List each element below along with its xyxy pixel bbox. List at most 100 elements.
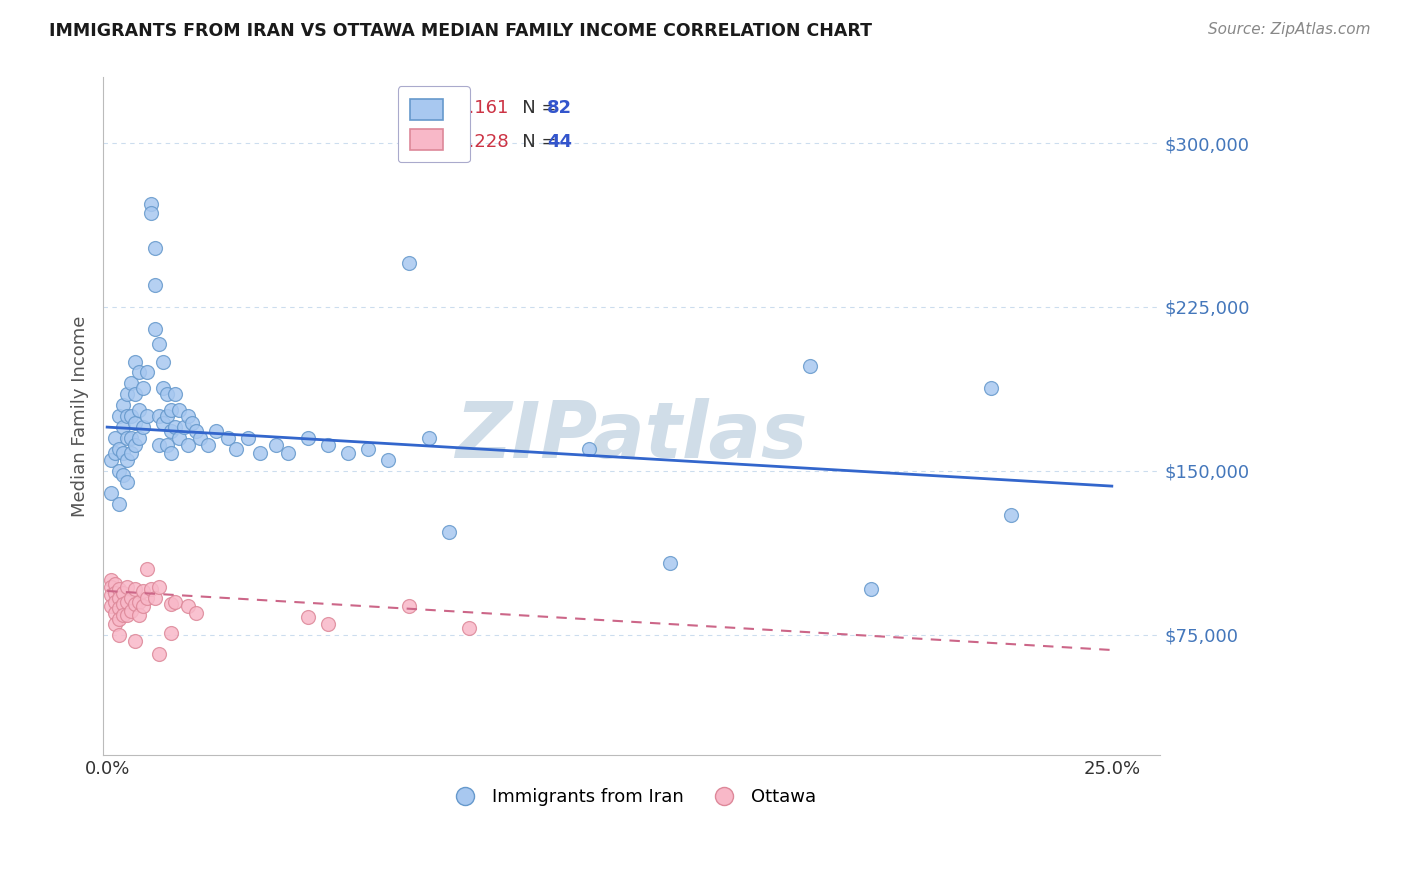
Point <box>152 416 174 430</box>
Point <box>132 381 155 395</box>
Point <box>112 446 135 460</box>
Point <box>799 359 821 373</box>
Point <box>128 366 150 380</box>
Point <box>859 582 882 596</box>
Point <box>141 206 163 220</box>
Point <box>108 409 131 424</box>
Text: -0.228: -0.228 <box>444 133 508 151</box>
Point <box>120 604 142 618</box>
Point <box>108 582 131 596</box>
Point <box>124 416 146 430</box>
Point <box>100 580 122 594</box>
Point <box>377 453 399 467</box>
Point <box>136 409 159 424</box>
Point <box>108 591 131 605</box>
Point <box>225 442 247 456</box>
Point <box>145 241 167 255</box>
Point <box>188 431 211 445</box>
Text: R =: R = <box>405 99 443 117</box>
Point <box>112 398 135 412</box>
Point <box>165 420 187 434</box>
Point <box>148 580 170 594</box>
Point <box>132 584 155 599</box>
Point <box>156 409 179 424</box>
Point <box>160 597 183 611</box>
Point <box>100 485 122 500</box>
Point <box>160 402 183 417</box>
Point <box>120 376 142 391</box>
Point <box>184 606 207 620</box>
Point <box>148 409 170 424</box>
Point <box>136 562 159 576</box>
Point <box>115 387 138 401</box>
Point <box>180 416 202 430</box>
Point <box>197 437 219 451</box>
Point <box>100 599 122 614</box>
Point <box>152 381 174 395</box>
Text: ZIPatlas: ZIPatlas <box>456 399 807 475</box>
Point <box>115 431 138 445</box>
Point <box>145 591 167 605</box>
Y-axis label: Median Family Income: Median Family Income <box>72 316 89 516</box>
Text: R =: R = <box>405 133 443 151</box>
Text: 44: 44 <box>547 133 572 151</box>
Point <box>112 420 135 434</box>
Text: -0.161: -0.161 <box>444 99 508 117</box>
Point <box>165 387 187 401</box>
Point <box>176 599 198 614</box>
Point <box>1000 508 1022 522</box>
Point <box>124 634 146 648</box>
Point <box>578 442 600 456</box>
Point <box>136 591 159 605</box>
Point <box>165 595 187 609</box>
Text: N =: N = <box>505 133 562 151</box>
Point <box>124 582 146 596</box>
Legend: Immigrants from Iran, Ottawa: Immigrants from Iran, Ottawa <box>440 781 824 814</box>
Point <box>297 610 319 624</box>
Text: N =: N = <box>505 99 562 117</box>
Point <box>136 366 159 380</box>
Point <box>104 577 127 591</box>
Point <box>115 580 138 594</box>
Point <box>124 437 146 451</box>
Point <box>108 628 131 642</box>
Point <box>658 556 681 570</box>
Point <box>124 387 146 401</box>
Point <box>104 586 127 600</box>
Point <box>141 582 163 596</box>
Point <box>108 601 131 615</box>
Point <box>100 573 122 587</box>
Point <box>128 402 150 417</box>
Point <box>132 599 155 614</box>
Point <box>128 608 150 623</box>
Point <box>457 621 479 635</box>
Point <box>124 354 146 368</box>
Point <box>104 616 127 631</box>
Point <box>108 497 131 511</box>
Point <box>249 446 271 460</box>
Point <box>120 591 142 605</box>
Point <box>148 337 170 351</box>
Point <box>437 524 460 539</box>
Point <box>176 409 198 424</box>
Text: 82: 82 <box>547 99 572 117</box>
Point <box>297 431 319 445</box>
Point <box>104 446 127 460</box>
Point <box>398 256 420 270</box>
Point <box>236 431 259 445</box>
Point <box>160 446 183 460</box>
Point <box>104 431 127 445</box>
Point <box>160 625 183 640</box>
Point <box>217 431 239 445</box>
Point <box>108 442 131 456</box>
Point <box>418 431 440 445</box>
Text: IMMIGRANTS FROM IRAN VS OTTAWA MEDIAN FAMILY INCOME CORRELATION CHART: IMMIGRANTS FROM IRAN VS OTTAWA MEDIAN FA… <box>49 22 872 40</box>
Point <box>128 431 150 445</box>
Point <box>204 425 226 439</box>
Point <box>132 420 155 434</box>
Point <box>108 464 131 478</box>
Point <box>357 442 380 456</box>
Point <box>120 409 142 424</box>
Point <box>112 586 135 600</box>
Point <box>316 437 339 451</box>
